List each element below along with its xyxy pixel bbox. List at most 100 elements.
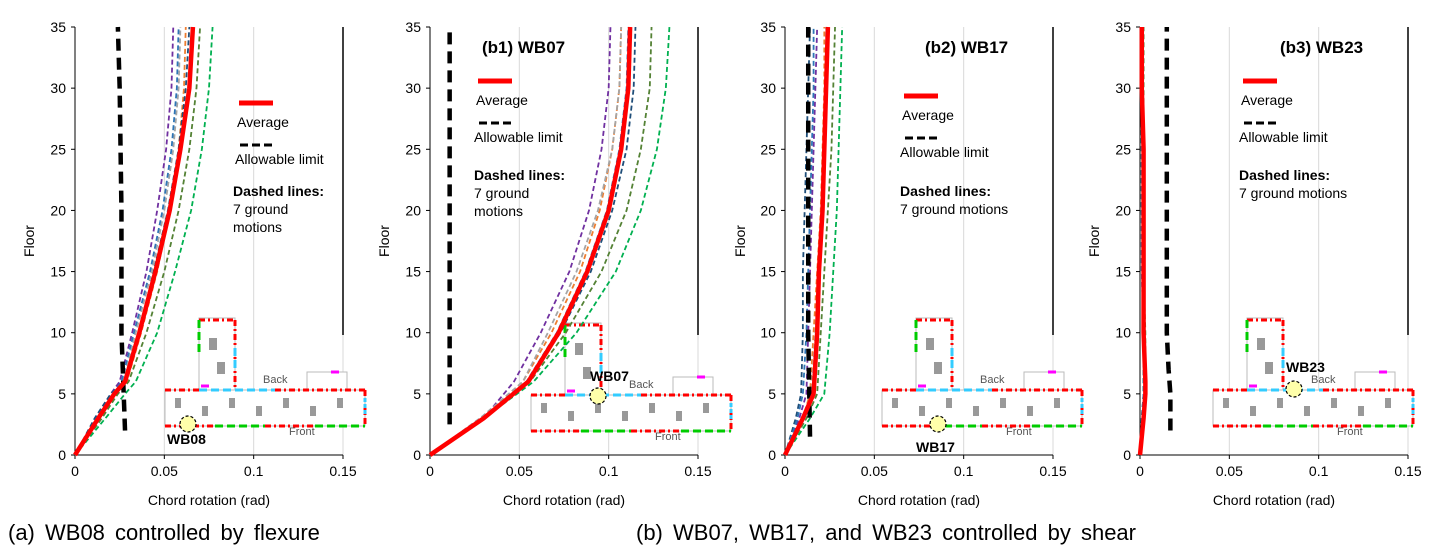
caption-a: (a) WB08 controlled by flexure [8, 520, 320, 545]
plan-wall-block [703, 403, 709, 413]
plan-wall-block [256, 406, 262, 416]
average-line [1137, 27, 1148, 456]
x-axis-label: Chord rotation (rad) [1213, 492, 1335, 508]
legend-note-title: Dashed lines: [1239, 167, 1330, 183]
plan-wall-block [337, 398, 343, 408]
x-tick-label: 0.15 [329, 463, 356, 479]
y-tick-label: 20 [50, 202, 66, 218]
chart-panel: 0 0.05 0.1 0.15 0 5 10 15 20 25 30 35 Chord rotation… [21, 19, 367, 508]
plan-front-label: Front [289, 426, 315, 438]
plan-wall-block [217, 362, 225, 374]
y-tick-label: 25 [1115, 141, 1131, 157]
legend-note-line: motions [474, 203, 523, 219]
y-tick-label: 25 [760, 141, 776, 157]
y-tick-label: 15 [1115, 264, 1131, 280]
plan-wall-block [1277, 398, 1283, 408]
x-tick-label: 0.15 [1394, 463, 1421, 479]
x-tick-label: 0 [71, 463, 79, 479]
chart-panel: 0 0.05 0.1 0.15 0 5 10 15 20 25 30 35 Chord rotation… [732, 19, 1084, 508]
y-tick-label: 5 [413, 386, 421, 402]
y-tick-label: 35 [760, 19, 776, 35]
plan-wall-block [283, 398, 289, 408]
y-axis-label: Floor [732, 225, 748, 257]
plan-wall-block [1054, 398, 1060, 408]
legend-note-line: 7 ground motions [1239, 185, 1347, 201]
x-tick-label: 0.15 [684, 463, 711, 479]
plan-stair [1023, 371, 1065, 391]
panel-title: (b3) WB23 [1280, 38, 1363, 57]
plan-wall-block [209, 338, 217, 350]
x-axis-label: Chord rotation (rad) [858, 492, 980, 508]
building-plan: Back Front [1212, 317, 1415, 438]
plan-wall-block [595, 403, 601, 413]
legend-limit-label: Allowable limit [474, 129, 563, 145]
y-tick-label: 15 [760, 264, 776, 280]
plan-front-label: Front [1337, 426, 1363, 438]
x-tick-label: 0 [426, 463, 434, 479]
x-tick-label: 0.1 [1309, 463, 1329, 479]
y-tick-label: 10 [760, 325, 776, 341]
plan-wall-block [622, 411, 628, 421]
y-tick-label: 10 [1115, 325, 1131, 341]
average-line [73, 26, 196, 457]
legend-note-title: Dashed lines: [233, 183, 324, 199]
y-tick-label: 25 [50, 141, 66, 157]
y-axis-label: Floor [1086, 225, 1102, 257]
y-tick-label: 0 [413, 447, 421, 463]
allowable-limit-line [1164, 27, 1173, 431]
wall-marker [589, 387, 607, 405]
y-tick-label: 5 [1123, 386, 1131, 402]
legend-average-label: Average [476, 92, 528, 108]
ground-motion-line [74, 26, 214, 456]
plan-wall-block [892, 398, 898, 408]
legend-note-line: 7 ground [474, 185, 529, 201]
y-tick-label: 10 [50, 325, 66, 341]
x-tick-label: 0 [781, 463, 789, 479]
y-tick-label: 30 [405, 80, 421, 96]
y-tick-label: 15 [405, 264, 421, 280]
wall-label: WB07 [590, 368, 629, 384]
x-tick-label: 0.15 [1039, 463, 1066, 479]
legend-note-line: 7 ground [233, 201, 288, 217]
y-tick-label: 35 [405, 19, 421, 35]
y-tick-label: 0 [768, 447, 776, 463]
y-tick-label: 20 [1115, 202, 1131, 218]
plan-wall-block [1027, 406, 1033, 416]
chart-panel: 0 0.05 0.1 0.15 0 5 10 15 20 25 30 35 Chord rotation… [1086, 19, 1422, 508]
y-tick-label: 20 [760, 202, 776, 218]
plan-back-label: Back [980, 374, 1005, 386]
plan-wall-block [202, 406, 208, 416]
chart-panel: 0 0.05 0.1 0.15 0 5 10 15 20 25 30 35 Chord rotation… [376, 19, 733, 508]
wall-marker [1285, 380, 1303, 398]
plan-wall-block [310, 406, 316, 416]
plan-stair [306, 371, 348, 391]
legend-limit-label: Allowable limit [235, 151, 324, 167]
y-tick-label: 30 [760, 80, 776, 96]
plan-wall-block [1358, 406, 1364, 416]
plan-wall-block [973, 406, 979, 416]
plan-front-label: Front [1006, 426, 1032, 438]
plan-wing [881, 389, 1083, 427]
plan-tower [198, 317, 236, 391]
building-plan: Back Front [164, 317, 367, 438]
y-tick-label: 5 [768, 386, 776, 402]
x-tick-label: 0.05 [1216, 463, 1243, 479]
plan-wall-block [583, 367, 591, 379]
plan-wing [1212, 389, 1414, 427]
plan-wing [530, 394, 732, 432]
legend-note-title: Dashed lines: [900, 183, 991, 199]
ground-motion-line [429, 26, 671, 456]
allowable-limit-line [805, 27, 813, 437]
legend-average-label: Average [237, 114, 289, 130]
plan-wall-block [229, 398, 235, 408]
ground-motion-line [74, 26, 201, 456]
x-tick-label: 0.05 [506, 463, 533, 479]
plan-wall-block [649, 403, 655, 413]
x-tick-label: 0.05 [151, 463, 178, 479]
plan-wall-block [1304, 406, 1310, 416]
average-line [782, 26, 831, 456]
legend-average-label: Average [902, 107, 954, 123]
legend-average-label: Average [1241, 92, 1293, 108]
caption-b: (b) WB07, WB17, and WB23 controlled by s… [636, 520, 1136, 545]
ground-motion-line [784, 26, 844, 456]
